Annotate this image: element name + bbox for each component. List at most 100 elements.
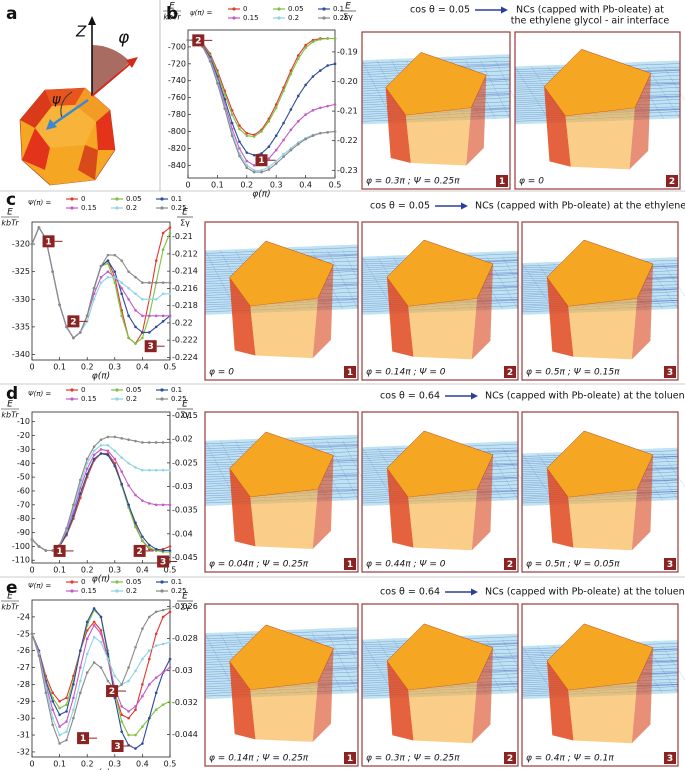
y2-tick-label: -0.20 xyxy=(337,77,358,86)
crystal-face xyxy=(408,298,478,360)
marker-label: 2 xyxy=(195,36,201,46)
data-point xyxy=(44,549,48,552)
image-border xyxy=(361,221,519,381)
data-point xyxy=(120,470,123,473)
data-point xyxy=(274,162,278,165)
data-point xyxy=(127,733,130,737)
x-axis-label: φ(π) xyxy=(92,769,110,770)
y-tick-label: -760 xyxy=(168,93,186,102)
data-point xyxy=(154,676,158,679)
data-point xyxy=(134,747,137,750)
data-point xyxy=(134,733,137,737)
data-point xyxy=(113,253,117,257)
y-tick-label: -24 xyxy=(17,612,30,621)
data-point xyxy=(267,157,271,160)
data-point xyxy=(245,166,249,170)
crystal-face xyxy=(386,660,414,741)
data-point xyxy=(168,468,172,472)
y-axis-label: E xyxy=(7,400,13,410)
data-point xyxy=(85,467,89,471)
data-point xyxy=(51,723,54,727)
data-point xyxy=(134,521,137,525)
data-point xyxy=(148,716,151,720)
nc-render: φ = 0.44π ; Ψ = 0 2 xyxy=(361,411,534,573)
legend-label: 0.15 xyxy=(243,14,259,22)
data-point xyxy=(319,69,322,72)
data-point xyxy=(127,716,130,720)
data-point xyxy=(79,331,82,334)
data-point xyxy=(134,342,137,345)
marker-box xyxy=(53,544,66,557)
crystal-face xyxy=(312,648,334,742)
mesh-line xyxy=(327,250,359,309)
data-point xyxy=(72,696,75,700)
data-point xyxy=(161,320,165,323)
y2-tick-label: -0.044 xyxy=(172,730,198,739)
mesh-line xyxy=(521,262,554,309)
data-point xyxy=(141,281,144,285)
data-point xyxy=(154,468,158,472)
crystal-face xyxy=(546,277,574,357)
axis-label: φ xyxy=(118,28,130,48)
data-point xyxy=(99,615,103,619)
data-point xyxy=(311,134,315,138)
data-point xyxy=(120,683,123,686)
data-point xyxy=(79,679,82,683)
data-point xyxy=(267,165,271,169)
crystal-face xyxy=(568,489,638,551)
marker-label: 2 xyxy=(109,687,115,697)
legend-label: 0.2 xyxy=(126,395,137,403)
legend-label: 0 xyxy=(81,578,85,586)
y2-tick-label: -0.21 xyxy=(172,232,193,241)
data-point xyxy=(289,72,293,76)
data-point xyxy=(92,620,96,624)
x-axis-label: φ(π) xyxy=(252,190,270,200)
data-point xyxy=(148,468,151,472)
data-point xyxy=(127,270,130,273)
y-tick-label: -720 xyxy=(168,59,186,68)
data-point xyxy=(289,108,293,111)
data-point xyxy=(92,292,96,296)
crystal-face xyxy=(250,682,318,742)
data-point xyxy=(120,713,123,717)
legend-label: 0.1 xyxy=(171,578,182,586)
heading: cos θ = 0.64 xyxy=(380,587,440,598)
data-point xyxy=(168,657,172,661)
crystal-face xyxy=(385,87,411,164)
data-point xyxy=(85,314,89,318)
nc-render: φ = 0.14π ; Ψ = 0 2 xyxy=(361,221,534,381)
data-point xyxy=(127,679,130,683)
data-point xyxy=(134,525,137,529)
crystal-face xyxy=(631,647,654,744)
data-point xyxy=(161,671,165,674)
data-point xyxy=(161,642,165,646)
data-point xyxy=(127,336,130,340)
crystal-face xyxy=(250,489,318,550)
x-tick-label: 0.5 xyxy=(164,566,177,575)
data-point xyxy=(106,679,110,683)
data-point xyxy=(141,297,144,301)
heading: cos θ = 0.05 xyxy=(370,201,430,212)
crystal-illustration xyxy=(19,16,138,186)
plot-frame xyxy=(31,599,171,758)
x-tick-label: 0.3 xyxy=(270,181,283,190)
legend-label: 0.25 xyxy=(333,14,349,22)
data-point xyxy=(106,435,110,439)
data-point xyxy=(134,669,137,673)
data-point xyxy=(65,325,68,329)
data-point xyxy=(106,270,110,273)
data-point xyxy=(79,666,82,669)
data-point xyxy=(51,699,54,703)
image-number-box xyxy=(664,366,676,378)
data-point xyxy=(311,75,315,78)
data-point xyxy=(154,281,158,285)
data-point xyxy=(326,37,329,40)
marker-label: 1 xyxy=(45,237,51,247)
legend-swatch xyxy=(70,397,74,401)
mesh-line xyxy=(361,447,394,501)
data-point xyxy=(296,120,300,123)
x-tick-label: 0 xyxy=(29,363,34,372)
data-point xyxy=(141,683,144,686)
mesh-line xyxy=(361,256,394,309)
y2-tick-label: -0.216 xyxy=(172,284,198,293)
